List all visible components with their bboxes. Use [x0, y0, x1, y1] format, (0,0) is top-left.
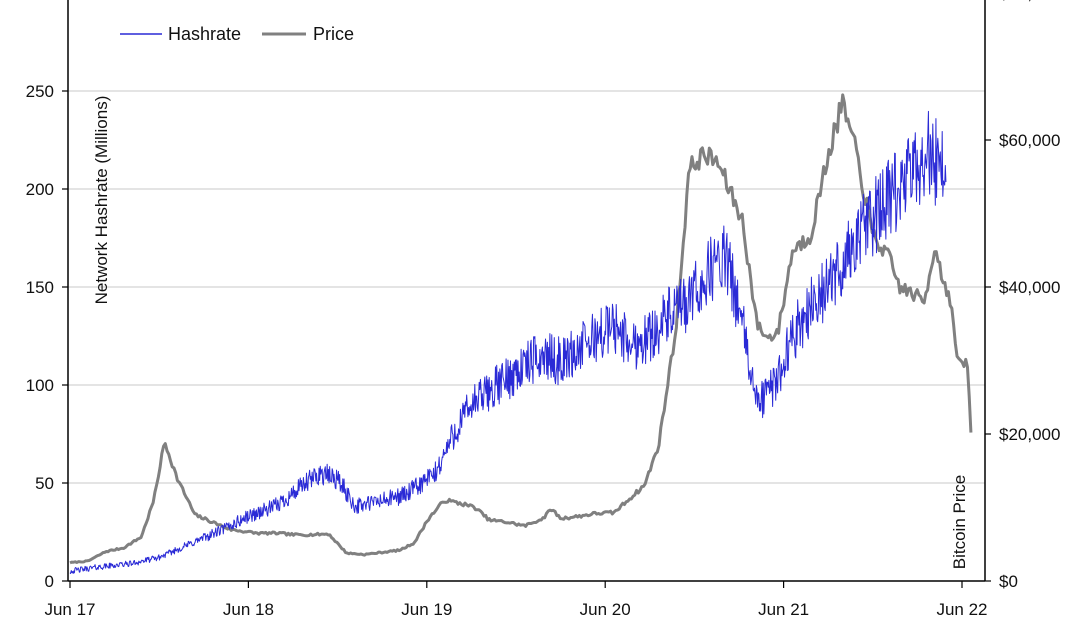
legend-label-hashrate: Hashrate	[168, 24, 241, 44]
right-axis-ticks: $0 $20,000 $40,000 $60,000 $80,000	[985, 0, 1060, 591]
series-layer	[69, 93, 973, 575]
x-tick-label: Jun 18	[223, 600, 274, 619]
x-tick-label: Jun 21	[758, 600, 809, 619]
left-tick-label: 0	[45, 572, 54, 591]
right-tick-label: $20,000	[999, 425, 1060, 444]
series-line-hashrate	[69, 110, 947, 575]
left-tick-label: 200	[26, 180, 54, 199]
grid-lines	[68, 90, 985, 484]
left-tick-label: 300	[26, 0, 54, 3]
left-tick-label: 100	[26, 376, 54, 395]
right-tick-label: $60,000	[999, 131, 1060, 150]
left-axis-ticks: 0 50 100 150 200 250 300	[26, 0, 68, 591]
left-tick-label: 250	[26, 82, 54, 101]
x-tick-label: Jun 22	[936, 600, 987, 619]
x-axis-ticks: Jun 17 Jun 18 Jun 19 Jun 20 Jun 21 Jun 22	[44, 581, 988, 619]
right-axis-title: Bitcoin Price	[950, 475, 969, 569]
legend-label-price: Price	[313, 24, 354, 44]
left-axis-title: Network Hashrate (Millions)	[92, 96, 111, 305]
right-tick-label: $0	[999, 572, 1018, 591]
x-tick-label: Jun 17	[44, 600, 95, 619]
left-tick-label: 50	[35, 474, 54, 493]
x-tick-label: Jun 19	[401, 600, 452, 619]
right-tick-label: $80,000	[999, 0, 1060, 3]
chart-legend: Hashrate Price	[120, 24, 354, 44]
right-tick-label: $40,000	[999, 278, 1060, 297]
left-tick-label: 150	[26, 278, 54, 297]
x-tick-label: Jun 20	[580, 600, 631, 619]
series-line-price	[69, 93, 973, 565]
